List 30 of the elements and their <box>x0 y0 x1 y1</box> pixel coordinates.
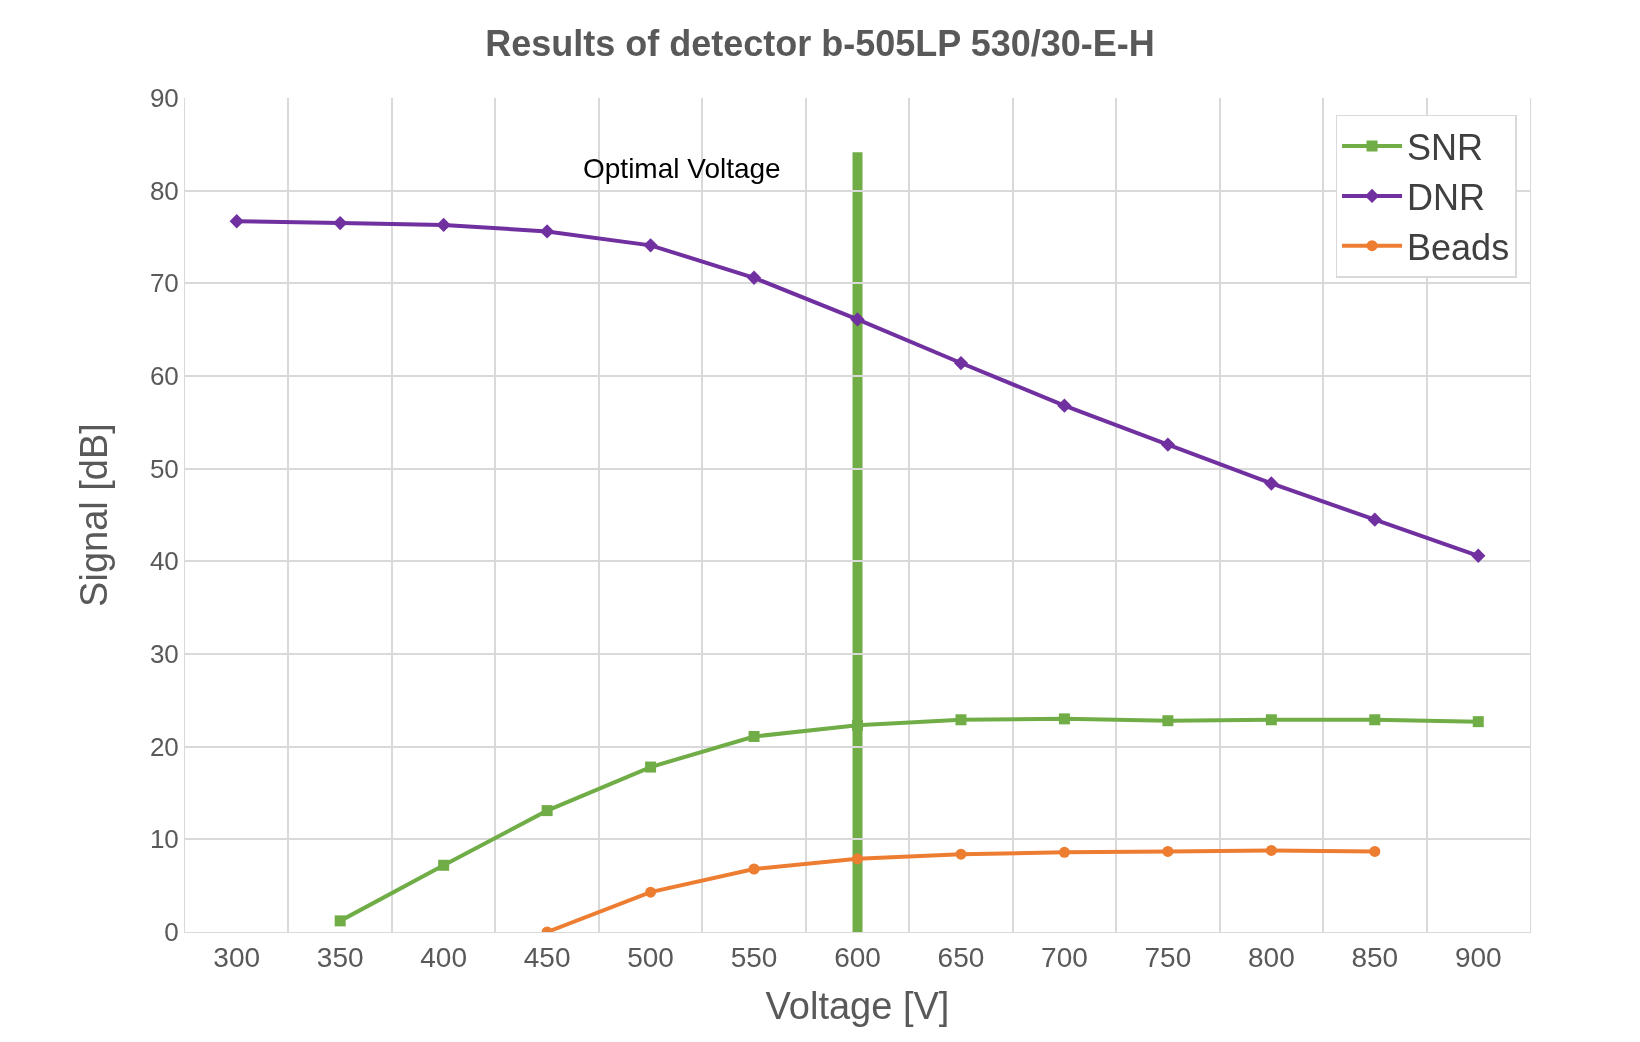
y-tick-label: 0 <box>164 917 179 948</box>
x-tick-label: 300 <box>213 941 261 973</box>
y-tick-label: 90 <box>149 83 179 114</box>
y-tick-label: 10 <box>149 824 179 855</box>
x-tick-label: 400 <box>420 941 468 973</box>
x-tick-label: 600 <box>834 941 881 973</box>
x-tick-label: 500 <box>627 941 674 973</box>
y-tick-label: 20 <box>149 731 179 762</box>
y-axis-title: Signal [dB] <box>73 423 116 607</box>
y-tick-label: 40 <box>149 546 179 577</box>
y-tick-label: 50 <box>149 453 179 484</box>
x-axis-title: Voltage [V] <box>765 984 950 1027</box>
ref-line-label: Optimal Voltage <box>583 153 781 184</box>
x-tick-label: 900 <box>1454 941 1502 973</box>
legend-label: Beads <box>1407 226 1510 268</box>
x-tick-label: 350 <box>316 941 364 973</box>
x-tick-label: 550 <box>730 941 778 973</box>
legend-label: SNR <box>1407 127 1484 169</box>
y-tick-label: 30 <box>149 639 179 670</box>
y-tick-label: 60 <box>149 361 179 392</box>
y-tick-label: 80 <box>149 175 179 206</box>
x-tick-label: 650 <box>937 941 985 973</box>
x-tick-label: 850 <box>1351 941 1399 973</box>
y-tick-label: 70 <box>149 268 179 299</box>
x-tick-label: 700 <box>1041 941 1088 973</box>
x-tick-label: 450 <box>523 941 571 973</box>
x-tick-label: 750 <box>1144 941 1192 973</box>
legend-label: DNR <box>1407 176 1486 218</box>
x-tick-label: 800 <box>1247 941 1295 973</box>
chart-title: Results of detector b-505LP 530/30-E-H <box>485 23 1155 65</box>
